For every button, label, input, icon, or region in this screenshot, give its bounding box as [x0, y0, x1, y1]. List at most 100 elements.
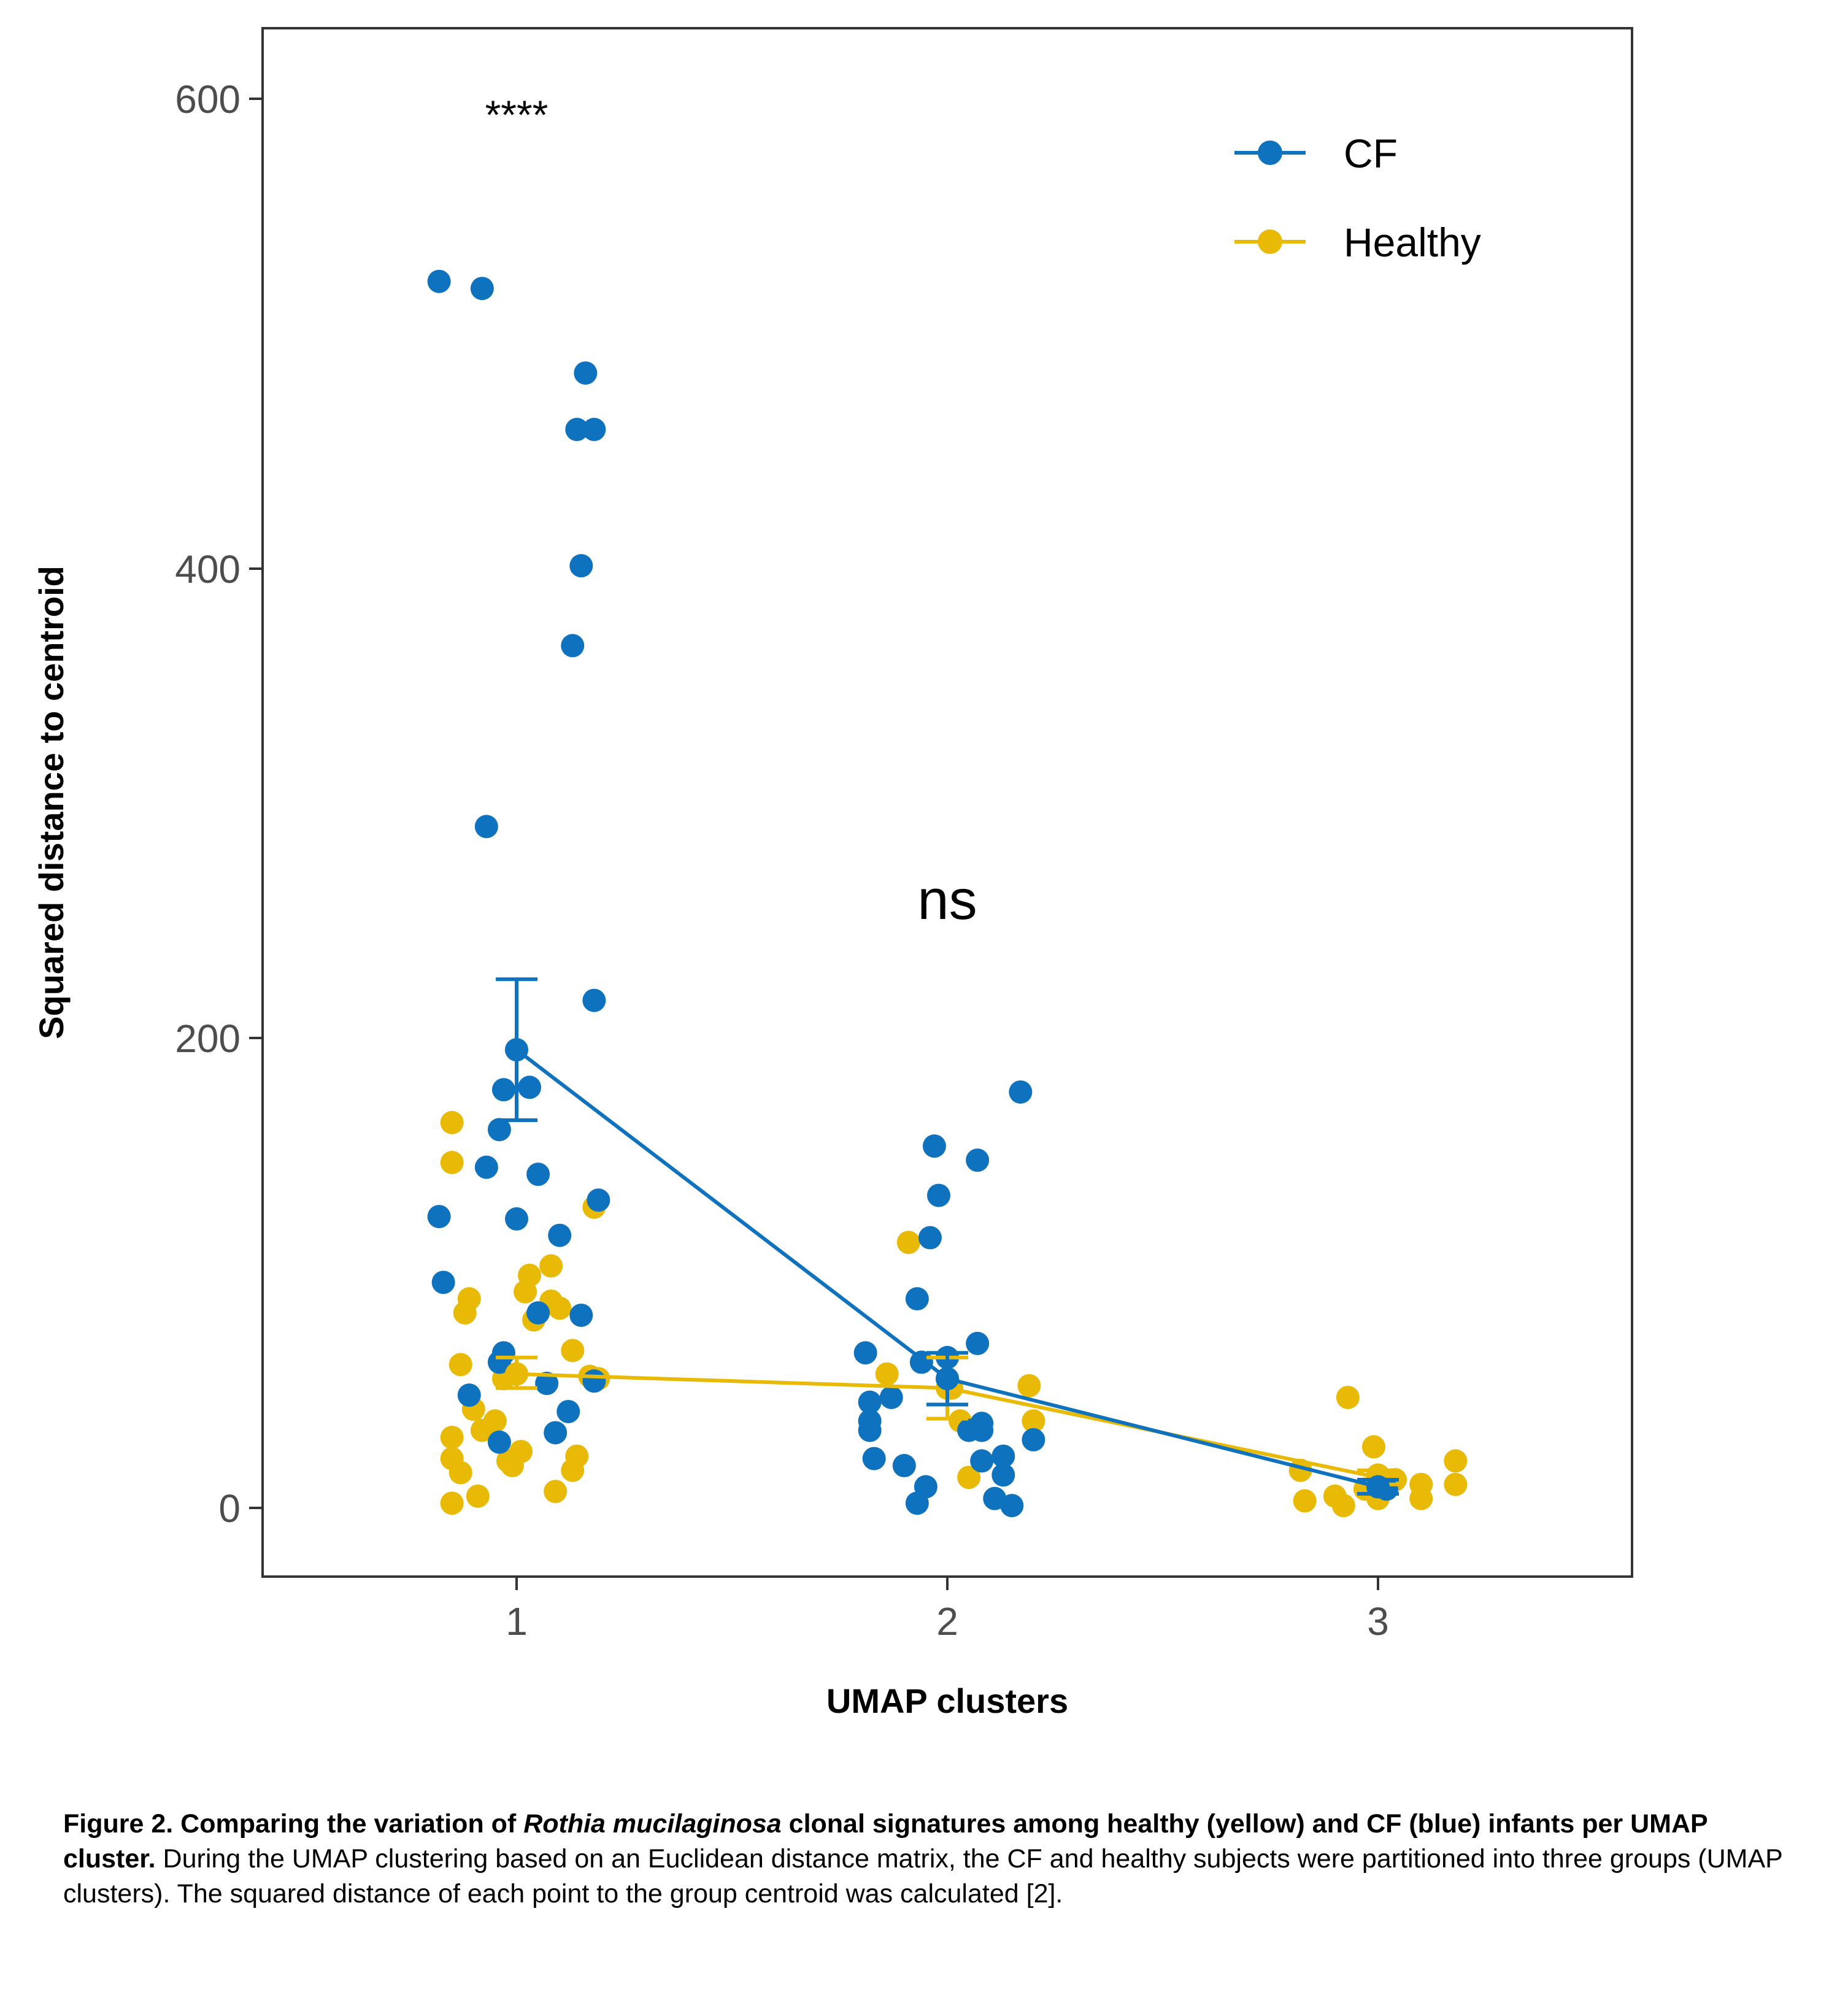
point-cf: [526, 1163, 550, 1186]
mean-point-cf: [1366, 1475, 1390, 1499]
point-cf: [487, 1118, 511, 1142]
point-cf: [569, 1303, 593, 1327]
point-healthy: [1336, 1385, 1360, 1409]
point-cf: [427, 1205, 451, 1229]
x-tick-label: 1: [506, 1599, 528, 1643]
point-cf: [582, 1369, 606, 1393]
x-axis: 1 2 3 UMAP clusters: [506, 1577, 1389, 1720]
legend-label-healthy: Healthy: [1344, 220, 1481, 265]
x-axis-title: UMAP clusters: [826, 1682, 1068, 1720]
mean-point-cf: [505, 1038, 528, 1062]
point-healthy: [1331, 1494, 1355, 1518]
point-cf: [556, 1399, 580, 1423]
point-cf: [966, 1148, 990, 1172]
point-cf: [858, 1390, 882, 1414]
point-cf: [1000, 1494, 1024, 1518]
point-healthy: [1409, 1486, 1433, 1510]
point-healthy: [875, 1362, 899, 1386]
point-cf: [474, 815, 498, 839]
caption-bold-lead: Figure 2. Comparing the variation of: [63, 1809, 524, 1839]
point-healthy: [957, 1466, 981, 1490]
y-axis: 0 200 400 600 Squared distance to centro…: [32, 77, 263, 1531]
point-cf: [926, 1183, 950, 1207]
point-cf: [505, 1207, 528, 1231]
point-healthy: [440, 1426, 464, 1450]
point-cf: [457, 1383, 481, 1407]
x-tick-label: 3: [1367, 1599, 1389, 1643]
point-cf: [991, 1463, 1015, 1487]
point-healthy: [544, 1480, 568, 1504]
point-healthy: [500, 1454, 524, 1478]
point-cf: [862, 1447, 886, 1470]
point-healthy: [1361, 1435, 1385, 1459]
point-cf: [526, 1301, 550, 1325]
point-cf: [587, 1188, 610, 1212]
y-axis-title: Squared distance to centroid: [32, 566, 71, 1039]
point-healthy: [1017, 1374, 1041, 1397]
point-cf: [918, 1226, 942, 1250]
y-tick-label: 600: [175, 77, 241, 121]
significance-label-cluster-2: ns: [917, 869, 977, 931]
caption-body: During the UMAP clustering based on an E…: [63, 1844, 1783, 1909]
point-cf: [879, 1385, 903, 1409]
legend: CF Healthy: [1234, 131, 1481, 265]
point-healthy: [1293, 1489, 1317, 1513]
y-tick-label: 400: [175, 547, 241, 591]
figure-caption: Figure 2. Comparing the variation of Rot…: [63, 1807, 1793, 1912]
point-healthy: [440, 1150, 464, 1174]
point-cf: [569, 554, 593, 578]
legend-item-cf: CF: [1234, 131, 1398, 176]
point-cf: [905, 1491, 929, 1515]
point-healthy: [896, 1231, 920, 1255]
point-cf: [548, 1223, 572, 1247]
point-healthy: [440, 1110, 464, 1134]
y-tick-label: 0: [218, 1486, 241, 1531]
point-healthy: [1444, 1472, 1468, 1496]
point-healthy: [1444, 1449, 1468, 1473]
point-cf: [582, 988, 606, 1012]
data-layer: [427, 269, 1468, 1518]
legend-marker-cf: [1258, 140, 1282, 165]
point-cf: [544, 1421, 568, 1445]
point-healthy: [548, 1296, 572, 1320]
point-cf: [474, 1155, 498, 1179]
caption-species-name: Rothia mucilaginosa: [523, 1809, 782, 1839]
point-healthy: [1022, 1409, 1045, 1433]
point-cf: [431, 1270, 455, 1294]
point-cf: [582, 418, 606, 442]
point-cf: [491, 1078, 515, 1102]
mean-point-cf: [936, 1367, 959, 1391]
point-healthy: [466, 1484, 490, 1508]
point-cf: [858, 1418, 882, 1442]
point-cf: [518, 1075, 542, 1099]
point-healthy: [514, 1280, 537, 1304]
point-cf: [853, 1341, 877, 1365]
legend-marker-healthy: [1258, 229, 1282, 254]
point-cf: [970, 1449, 994, 1473]
x-tick-label: 2: [936, 1599, 958, 1643]
point-healthy: [561, 1339, 585, 1363]
point-cf: [427, 269, 451, 293]
point-healthy: [561, 1458, 585, 1482]
point-cf: [922, 1134, 946, 1158]
point-cf: [966, 1331, 990, 1355]
point-cf: [487, 1430, 511, 1454]
point-cf: [535, 1372, 559, 1396]
caption-bold-tail: clonal signatures among healthy (yellow)…: [63, 1809, 1707, 1874]
point-healthy: [470, 1418, 494, 1442]
legend-item-healthy: Healthy: [1234, 220, 1481, 265]
mean-point-healthy: [505, 1362, 528, 1386]
point-cf: [574, 361, 598, 385]
point-cf: [1022, 1428, 1045, 1451]
point-cf: [905, 1287, 929, 1311]
point-healthy: [449, 1461, 472, 1485]
point-healthy: [453, 1301, 477, 1325]
point-healthy: [440, 1491, 464, 1515]
significance-label-cluster-1: ****: [485, 92, 549, 137]
point-cf: [470, 277, 494, 301]
point-healthy: [539, 1254, 563, 1278]
y-tick-label: 200: [175, 1017, 241, 1061]
legend-label-cf: CF: [1344, 131, 1398, 176]
point-cf: [1009, 1080, 1033, 1104]
